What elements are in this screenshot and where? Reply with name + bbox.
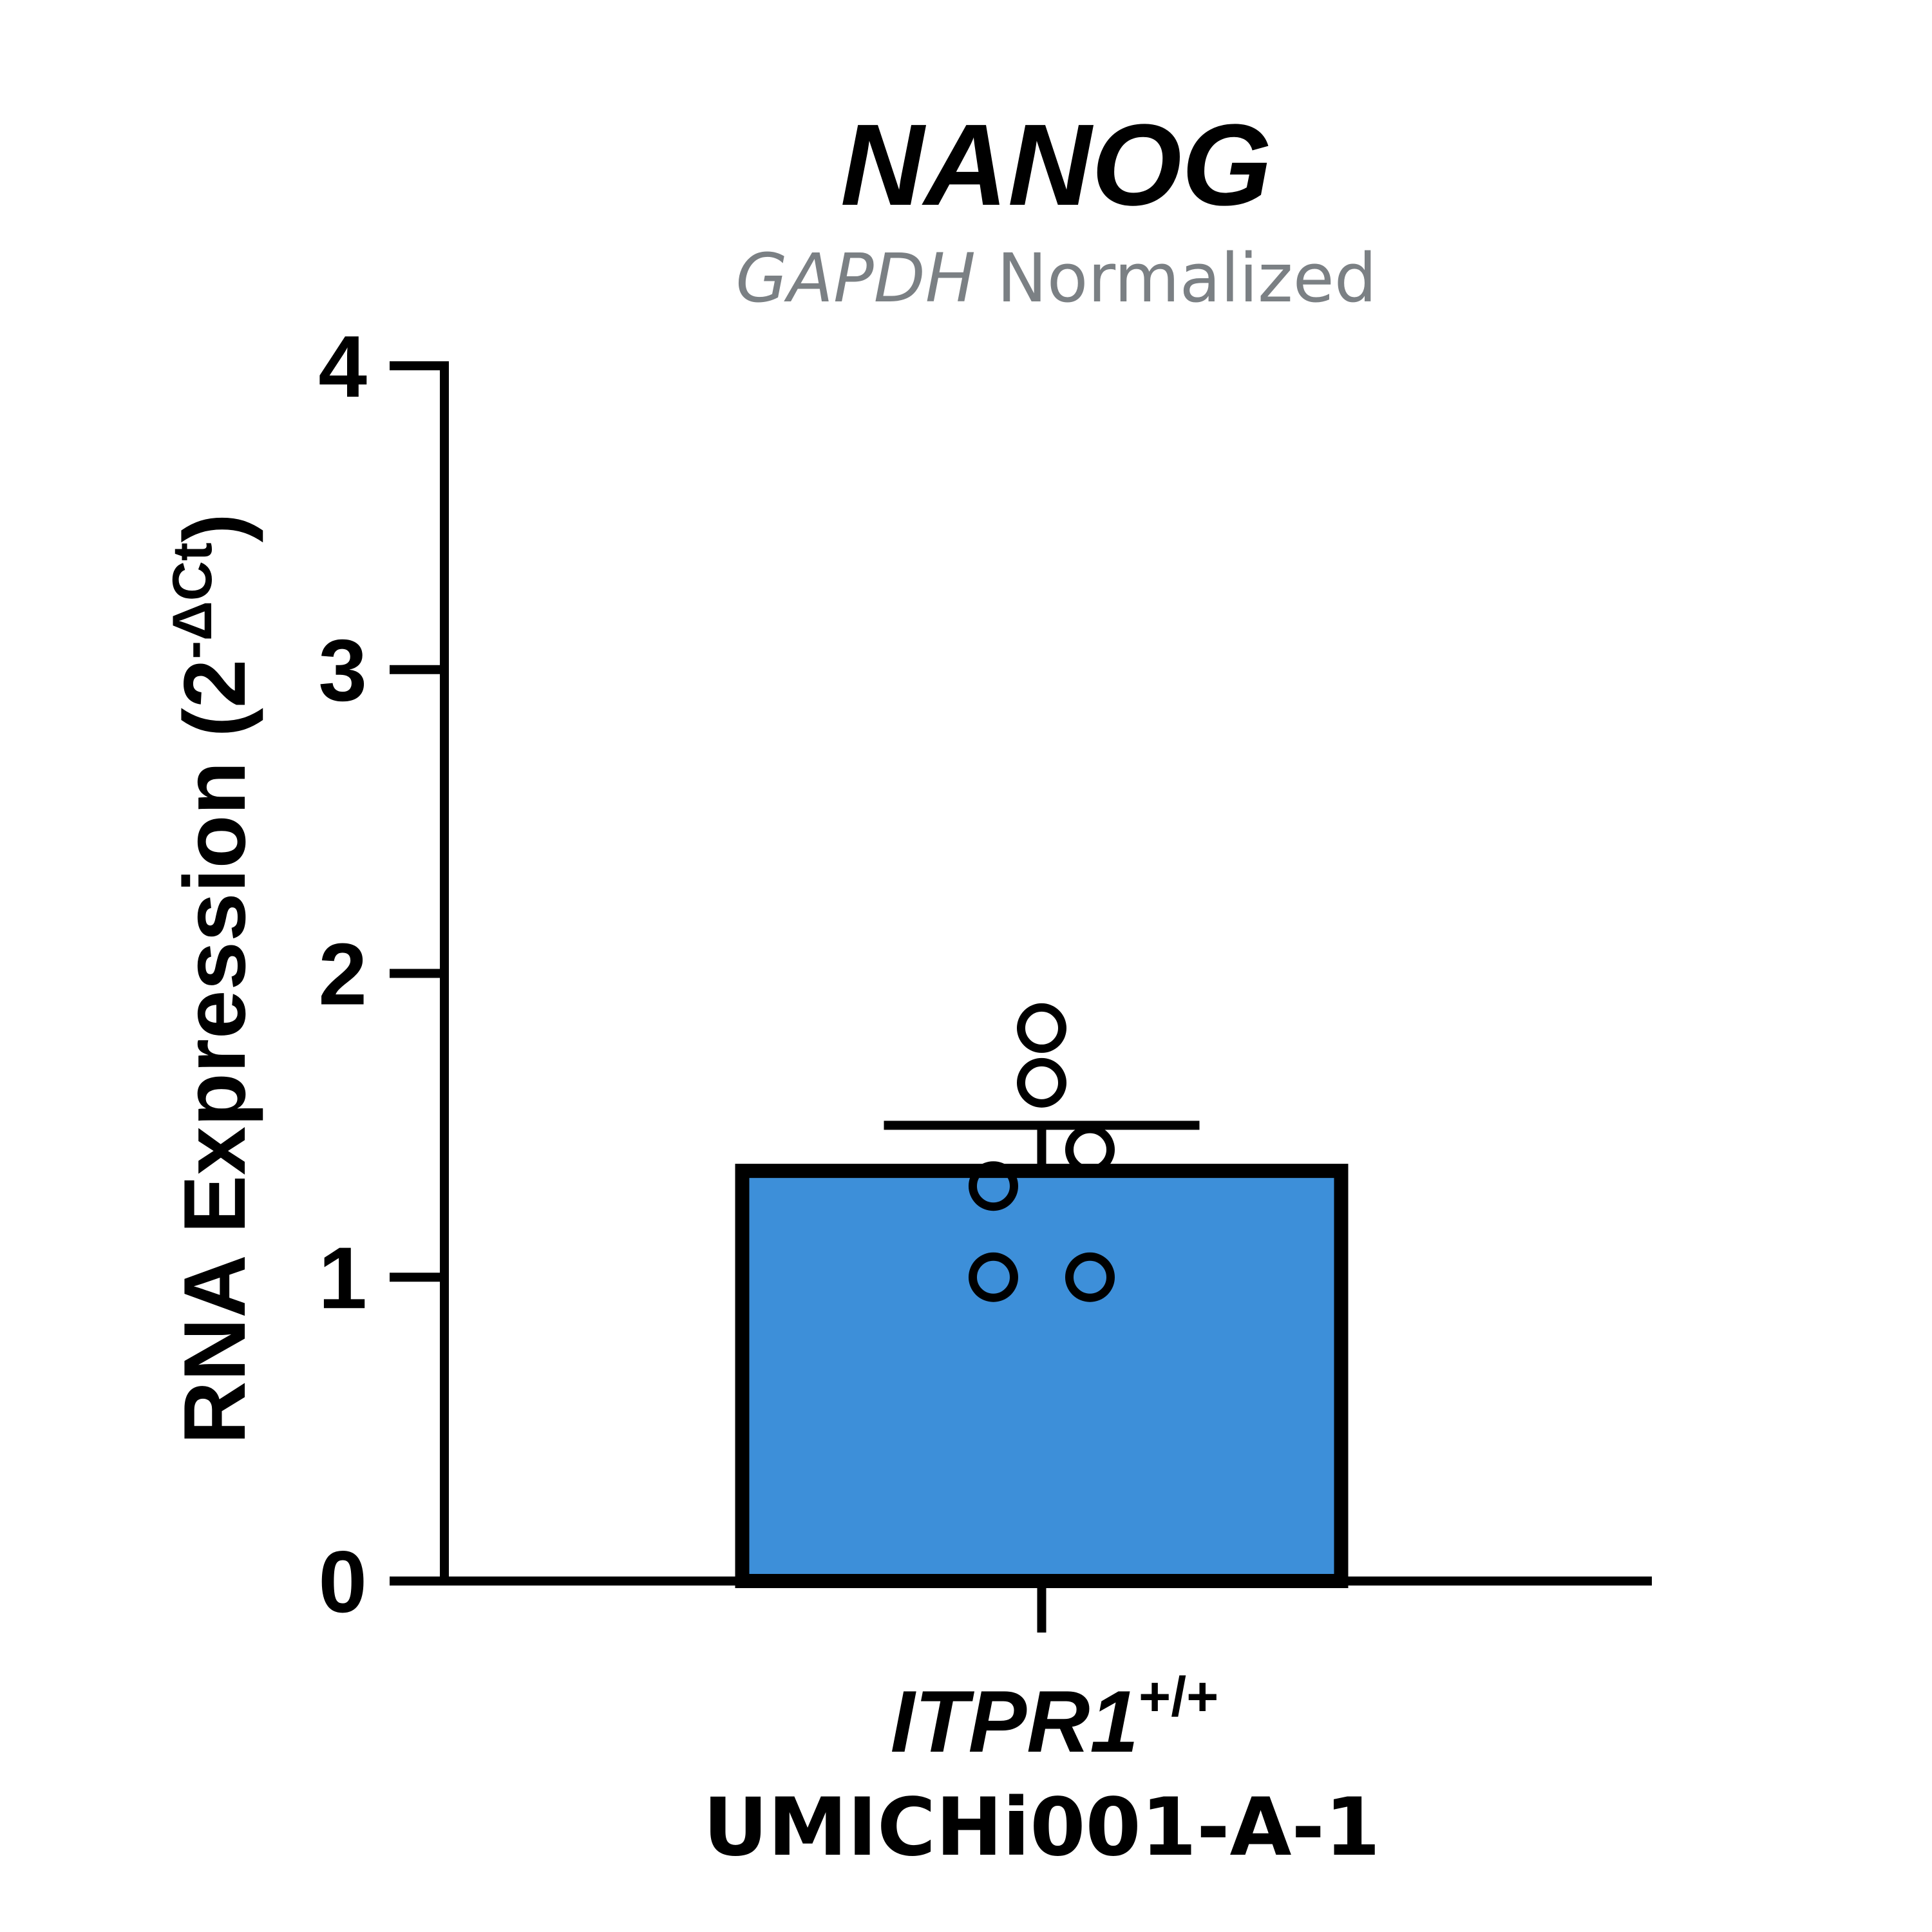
bar <box>735 1164 1349 1588</box>
data-point <box>1065 1124 1115 1175</box>
y-axis-label-close: ) <box>166 513 263 542</box>
y-tick-label: 3 <box>318 621 367 719</box>
category-genotype: +/+ <box>1139 1666 1218 1728</box>
data-point <box>1017 1003 1066 1053</box>
y-axis-label-superscript: -ΔCt <box>162 542 223 659</box>
data-point <box>1017 1057 1066 1108</box>
data-point <box>969 1252 1018 1302</box>
y-tick-label: 1 <box>318 1229 367 1327</box>
chart-title: NANOG <box>840 100 1272 230</box>
y-ticks: 0 1 2 3 4 <box>318 317 444 1631</box>
bars <box>735 1164 1349 1588</box>
category-gene: ITPR1 <box>891 1672 1139 1770</box>
y-axis-label-main: RNA Expression (2 <box>166 659 263 1444</box>
error-bars <box>884 1121 1200 1171</box>
subtitle-normalized: Normalized <box>976 239 1377 317</box>
y-tick-label: 0 <box>318 1533 367 1631</box>
chart-subtitle: GAPDH Normalized <box>735 239 1377 317</box>
data-point <box>1065 1252 1115 1302</box>
y-axis-label: RNA Expression (2-ΔCt) <box>162 513 263 1444</box>
data-point <box>969 1161 1018 1211</box>
category-label-gene: ITPR1+/+ <box>891 1666 1219 1770</box>
data-points <box>969 1003 1115 1302</box>
y-tick-label: 2 <box>318 925 367 1023</box>
category-label-line: UMICHi001-A-1 <box>703 1781 1381 1874</box>
x-labels: ITPR1+/+ UMICHi001-A-1 <box>703 1581 1381 1874</box>
y-tick-label: 4 <box>318 317 367 415</box>
subtitle-gene: GAPDH <box>735 239 976 317</box>
